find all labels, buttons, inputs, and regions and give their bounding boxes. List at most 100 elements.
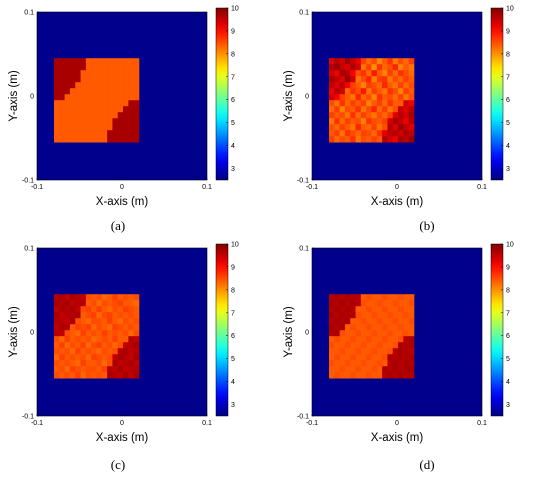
heatmap-cell [408,372,415,379]
heatmap-cell [117,372,124,379]
heatmap-cell [339,58,346,65]
heatmap-cell [329,336,335,343]
heatmap-cell [64,348,71,355]
heatmap-cell [371,58,378,65]
heatmap-cell [350,294,356,301]
colorbar-tick-label: 10 [231,242,239,249]
heatmap-cell [392,324,399,331]
heatmap-cell [107,112,113,119]
heatmap-cell [366,94,372,101]
heatmap-cell [117,318,124,325]
heatmap-cell [64,312,71,319]
heatmap-cell [133,112,140,119]
heatmap-cell [371,64,378,71]
heatmap-cell [85,306,92,313]
colorbar-tick-label: 8 [506,287,510,294]
heatmap-cell [123,64,129,71]
heatmap-cell [398,136,404,143]
heatmap-cell [123,70,129,77]
heatmap-cell [329,82,335,89]
x-tick-label: -0.1 [31,420,43,427]
heatmap-cell [366,64,372,71]
heatmap-cell [334,70,340,77]
heatmap-cell [117,58,124,65]
heatmap-cell [117,360,124,367]
heatmap-cell [392,76,399,83]
heatmap-cell [117,118,124,125]
heatmap-cell [91,366,97,373]
heatmap-cell [107,94,113,101]
heatmap-cell [350,58,356,65]
heatmap-cell [69,318,76,325]
colorbar-tick-label: 3 [231,402,235,409]
heatmap-cell [85,348,92,355]
heatmap-cell [339,136,346,143]
heatmap-cell [128,294,134,301]
heatmap-cell [329,324,335,331]
heatmap-cell [112,336,119,343]
heatmap-cell [360,70,367,77]
heatmap-cell [408,336,415,343]
heatmap-cell [360,294,367,301]
heatmap-cell [80,324,87,331]
heatmap-cell [54,94,60,101]
heatmap-cell [54,294,60,301]
heatmap-cell [59,112,65,119]
heatmap-cell [387,330,394,337]
heatmap-cell [376,336,383,343]
heatmap-cell [128,118,134,125]
heatmap-cell [128,88,134,95]
heatmap-cell [387,58,394,65]
heatmap-cell [128,94,134,101]
heatmap-cell [371,306,378,313]
heatmap-cell [128,348,134,355]
heatmap-cell [398,324,404,331]
heatmap-cell [350,372,356,379]
heatmap-cell [360,106,367,113]
panel-a: -0.1 0 0.1 0.1 0 -0.1 X-axis (m) Y-axis (m) 10 9 8… [0,0,275,240]
heatmap-cell [117,342,124,349]
heatmap-cell [80,366,87,373]
heatmap-cell [101,136,108,143]
heatmap-cell [64,112,71,119]
heatmap-cell [112,100,119,107]
heatmap-cell [69,88,76,95]
heatmap-cell [85,130,92,137]
heatmap-cell [334,76,340,83]
heatmap-cell [329,300,335,307]
heatmap-cell [69,76,76,83]
heatmap-cell [360,342,367,349]
heatmap-cell [382,130,388,137]
heatmap-cell [366,124,372,131]
heatmap-cell [382,118,388,125]
heatmap-cell [80,106,87,113]
heatmap-cell [350,82,356,89]
heatmap-cell [334,330,340,337]
heatmap-cell [75,372,81,379]
heatmap-cell [360,318,367,325]
heatmap-cell [350,124,356,131]
heatmap-cell [355,354,362,361]
heatmap-cell [398,124,404,131]
heatmap-cell [64,342,71,349]
heatmap-cell [128,112,134,119]
heatmap-cell [64,106,71,113]
heatmap-cell [392,118,399,125]
heatmap-cell [403,294,409,301]
colorbar-tick-label: 10 [506,242,514,249]
heatmap-cell [387,124,394,131]
heatmap-cell [101,336,108,343]
heatmap-cell [329,100,335,107]
colorbar-tick-label: 6 [506,333,510,340]
heatmap-cell [329,88,335,95]
heatmap-cell [350,106,356,113]
heatmap-cell [64,76,71,83]
heatmap-cell [350,306,356,313]
x-axis-label: X-axis (m) [96,196,149,208]
heatmap-cell [85,324,92,331]
heatmap-cell [107,106,113,113]
heatmap-cell [101,312,108,319]
panel-label-b: (b) [419,218,435,233]
y-tick-label: 0.1 [24,10,34,17]
heatmap-cell [329,94,335,101]
